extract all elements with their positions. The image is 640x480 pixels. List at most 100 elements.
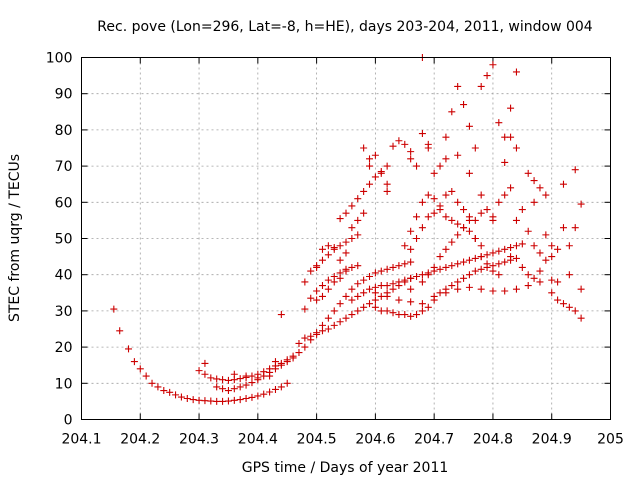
data-point [224,387,232,395]
data-point [460,101,468,109]
data-point [413,213,421,221]
data-point [354,195,362,203]
data-point [430,169,438,177]
data-point [442,213,450,221]
data-point [559,180,567,188]
data-point [413,162,421,170]
data-point [395,262,403,270]
data-point [465,271,473,279]
data-point [330,321,338,329]
data-point [366,300,374,308]
data-point [577,200,585,208]
data-point [524,282,532,290]
data-point [348,285,356,293]
data-point [354,307,362,315]
data-point [342,238,350,246]
data-point [448,108,456,116]
data-point [277,361,285,369]
data-point [383,265,391,273]
data-point [336,300,344,308]
data-points [110,54,585,405]
data-point [407,274,415,282]
data-point [436,289,444,297]
data-point [548,276,556,284]
data-point [366,273,374,281]
plot-frame [81,57,611,420]
data-point [465,227,473,235]
x-tick-label: 204.7 [414,432,454,448]
data-point [401,140,409,148]
data-point [271,365,279,373]
data-point [571,166,579,174]
data-point [530,177,538,185]
data-point [571,307,579,315]
data-point [266,388,274,396]
data-point [318,292,326,300]
data-point [236,396,244,404]
data-point [342,249,350,257]
data-point [436,265,444,273]
data-point [136,365,144,373]
data-point [360,303,368,311]
data-point [448,187,456,195]
data-point [518,263,526,271]
data-point [407,285,415,293]
data-point [236,383,244,391]
data-point [495,247,503,255]
data-point [483,72,491,80]
data-point [324,314,332,322]
data-point [366,180,374,188]
data-point [524,271,532,279]
data-point [401,260,409,268]
data-point [442,245,450,253]
data-point [336,274,344,282]
data-point [530,274,538,282]
x-tick-label: 204.3 [179,432,219,448]
data-point [260,372,268,380]
x-axis-label: GPS time / Days of year 2011 [242,460,449,476]
x-tick-labels: 204.1 204.2 204.3 204.4 204.5 204.6 204.7 204.8… [61,432,623,448]
data-point [371,296,379,304]
data-point [389,263,397,271]
data-point [271,358,279,366]
data-point [348,263,356,271]
data-point [266,372,274,380]
data-point [536,267,544,275]
data-point [354,292,362,300]
y-tick-label: 60 [55,195,73,211]
data-point [430,209,438,217]
data-point [313,296,321,304]
data-point [471,254,479,262]
data-point [554,245,562,253]
axis-ticks [81,57,611,420]
data-point [324,242,332,250]
y-tick-label: 50 [55,232,73,248]
data-point [542,191,550,199]
data-point [330,244,338,252]
data-point [377,307,385,315]
data-point [166,388,174,396]
y-tick-label: 20 [55,340,73,356]
data-point [518,206,526,214]
data-point [360,289,368,297]
data-point [460,224,468,232]
data-point [407,312,415,320]
data-point [512,144,520,152]
data-point [442,191,450,199]
data-point [195,367,203,375]
data-point [407,298,415,306]
data-point [189,396,197,404]
data-point [407,245,415,253]
y-tick-label: 30 [55,304,73,320]
data-point [177,393,185,401]
data-point [424,144,432,152]
data-point [565,242,573,250]
data-point [489,61,497,69]
data-point [172,391,180,399]
data-point [277,383,285,391]
data-point [460,274,468,282]
data-point [454,151,462,159]
data-point [501,258,509,266]
data-point [348,296,356,304]
